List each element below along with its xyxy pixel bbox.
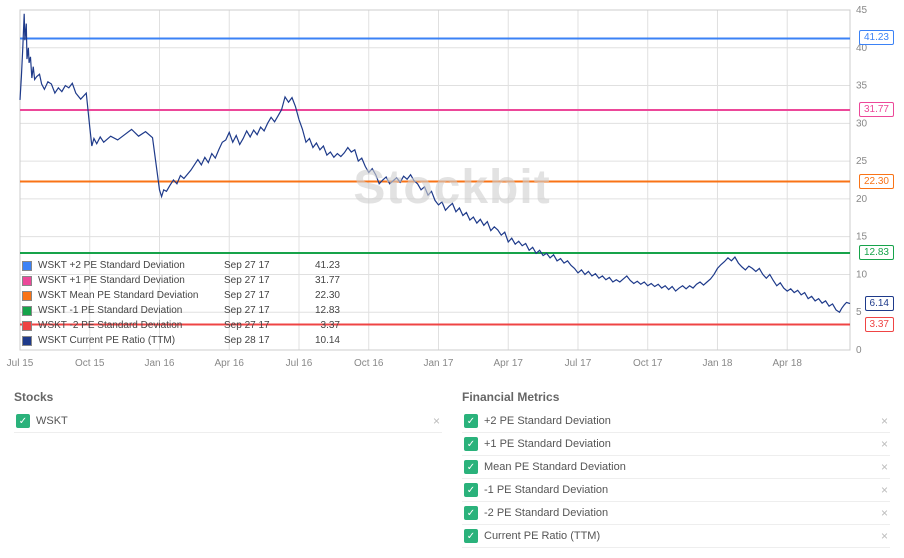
- svg-text:5: 5: [856, 307, 862, 318]
- legend-label: WSKT -2 PE Standard Deviation: [38, 318, 218, 333]
- remove-icon[interactable]: ×: [881, 414, 888, 428]
- svg-text:Jan 16: Jan 16: [144, 358, 174, 369]
- checkbox-icon[interactable]: ✓: [464, 437, 478, 451]
- value-tag: 3.37: [865, 317, 894, 332]
- metrics-column: Financial Metrics ✓ +2 PE Standard Deviat…: [462, 390, 890, 548]
- metric-row: ✓ Current PE Ratio (TTM) ×: [462, 525, 890, 548]
- legend-value: 31.77: [300, 273, 340, 288]
- svg-text:30: 30: [856, 118, 868, 129]
- legend-row: WSKT -1 PE Standard Deviation Sep 27 17 12…: [22, 303, 340, 318]
- remove-icon[interactable]: ×: [881, 529, 888, 543]
- legend-date: Sep 27 17: [224, 258, 294, 273]
- legend-date: Sep 27 17: [224, 303, 294, 318]
- svg-text:15: 15: [856, 232, 868, 243]
- legend-value: 41.23: [300, 258, 340, 273]
- svg-text:Oct 15: Oct 15: [75, 358, 105, 369]
- legend-date: Sep 27 17: [224, 318, 294, 333]
- value-tag: 22.30: [859, 174, 894, 189]
- pe-chart: 051015202530354045Jul 15Oct 15Jan 16Apr …: [0, 0, 904, 380]
- metric-label: +1 PE Standard Deviation: [484, 438, 875, 450]
- legend-row: WSKT +1 PE Standard Deviation Sep 27 17 31…: [22, 273, 340, 288]
- svg-text:Apr 16: Apr 16: [215, 358, 245, 369]
- legend-value: 12.83: [300, 303, 340, 318]
- value-tag: 12.83: [859, 245, 894, 260]
- checkbox-icon[interactable]: ✓: [464, 483, 478, 497]
- metrics-title: Financial Metrics: [462, 390, 890, 404]
- stocks-column: Stocks ✓ WSKT ×: [14, 390, 442, 548]
- stock-label: WSKT: [36, 415, 427, 427]
- metric-row: ✓ Mean PE Standard Deviation ×: [462, 456, 890, 479]
- legend-value: 22.30: [300, 288, 340, 303]
- legend-value: 10.14: [300, 333, 340, 348]
- svg-text:25: 25: [856, 156, 868, 167]
- svg-text:20: 20: [856, 194, 868, 205]
- value-tag: 6.14: [865, 296, 894, 311]
- legend-row: WSKT -2 PE Standard Deviation Sep 27 17 3.…: [22, 318, 340, 333]
- legend-label: WSKT +1 PE Standard Deviation: [38, 273, 218, 288]
- checkbox-icon[interactable]: ✓: [464, 460, 478, 474]
- svg-text:35: 35: [856, 81, 868, 92]
- legend-row: WSKT Current PE Ratio (TTM) Sep 28 17 10.1…: [22, 333, 340, 348]
- value-tag: 31.77: [859, 102, 894, 117]
- svg-text:0: 0: [856, 345, 862, 356]
- legend-label: WSKT Mean PE Standard Deviation: [38, 288, 218, 303]
- metric-row: ✓ +1 PE Standard Deviation ×: [462, 433, 890, 456]
- legend-row: WSKT +2 PE Standard Deviation Sep 27 17 41…: [22, 258, 340, 273]
- legend-label: WSKT +2 PE Standard Deviation: [38, 258, 218, 273]
- legend-swatch: [22, 336, 32, 346]
- svg-text:Jan 17: Jan 17: [423, 358, 453, 369]
- remove-icon[interactable]: ×: [881, 506, 888, 520]
- metric-row: ✓ -1 PE Standard Deviation ×: [462, 479, 890, 502]
- legend-row: WSKT Mean PE Standard Deviation Sep 27 17…: [22, 288, 340, 303]
- legend-swatch: [22, 321, 32, 331]
- legend-date: Sep 27 17: [224, 273, 294, 288]
- metric-label: -1 PE Standard Deviation: [484, 484, 875, 496]
- checkbox-icon[interactable]: ✓: [464, 506, 478, 520]
- legend-date: Sep 27 17: [224, 288, 294, 303]
- legend-swatch: [22, 276, 32, 286]
- metric-label: -2 PE Standard Deviation: [484, 507, 875, 519]
- remove-icon[interactable]: ×: [881, 460, 888, 474]
- svg-text:Apr 17: Apr 17: [494, 358, 524, 369]
- svg-text:Jul 15: Jul 15: [7, 358, 34, 369]
- metric-label: Mean PE Standard Deviation: [484, 461, 875, 473]
- svg-text:10: 10: [856, 269, 868, 280]
- chart-legend: WSKT +2 PE Standard Deviation Sep 27 17 41…: [22, 258, 340, 348]
- metric-label: Current PE Ratio (TTM): [484, 530, 875, 542]
- legend-swatch: [22, 291, 32, 301]
- svg-text:Jan 18: Jan 18: [702, 358, 732, 369]
- legend-value: 3.37: [300, 318, 340, 333]
- remove-icon[interactable]: ×: [881, 483, 888, 497]
- svg-text:45: 45: [856, 5, 868, 16]
- checkbox-icon[interactable]: ✓: [464, 529, 478, 543]
- legend-swatch: [22, 261, 32, 271]
- legend-label: WSKT -1 PE Standard Deviation: [38, 303, 218, 318]
- controls-panel: Stocks ✓ WSKT × Financial Metrics ✓ +2 PE S…: [0, 380, 904, 558]
- stock-row: ✓ WSKT ×: [14, 410, 442, 433]
- remove-icon[interactable]: ×: [881, 437, 888, 451]
- metric-row: ✓ +2 PE Standard Deviation ×: [462, 410, 890, 433]
- value-tag: 41.23: [859, 30, 894, 45]
- metric-label: +2 PE Standard Deviation: [484, 415, 875, 427]
- svg-text:Jul 16: Jul 16: [286, 358, 313, 369]
- remove-icon[interactable]: ×: [433, 414, 440, 428]
- legend-swatch: [22, 306, 32, 316]
- legend-label: WSKT Current PE Ratio (TTM): [38, 333, 218, 348]
- svg-text:Jul 17: Jul 17: [565, 358, 592, 369]
- legend-date: Sep 28 17: [224, 333, 294, 348]
- stocks-title: Stocks: [14, 390, 442, 404]
- svg-text:Oct 17: Oct 17: [633, 358, 663, 369]
- svg-text:Oct 16: Oct 16: [354, 358, 384, 369]
- svg-text:Apr 18: Apr 18: [772, 358, 802, 369]
- checkbox-icon[interactable]: ✓: [464, 414, 478, 428]
- metric-row: ✓ -2 PE Standard Deviation ×: [462, 502, 890, 525]
- checkbox-icon[interactable]: ✓: [16, 414, 30, 428]
